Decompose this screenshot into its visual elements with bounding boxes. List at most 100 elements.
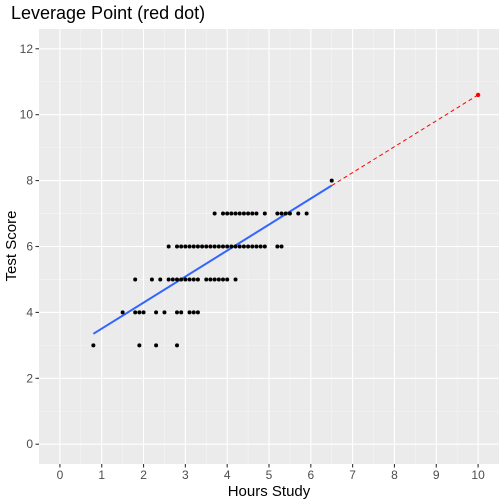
data-point xyxy=(237,211,242,216)
data-point xyxy=(191,244,196,249)
data-point xyxy=(221,277,225,282)
data-point xyxy=(154,343,159,348)
x-tick-label: 7 xyxy=(349,468,356,482)
data-point xyxy=(254,244,259,249)
y-tick-label: 0 xyxy=(26,437,33,451)
grid-major xyxy=(39,29,499,464)
y-tick-label: 8 xyxy=(26,174,33,188)
x-tick-label: 3 xyxy=(182,468,189,482)
axis-ticks xyxy=(35,48,479,468)
data-point xyxy=(233,277,238,282)
data-point xyxy=(287,211,292,216)
data-point xyxy=(187,310,192,315)
data-point xyxy=(187,244,192,249)
y-axis-title: Test Score xyxy=(3,211,20,282)
data-point xyxy=(229,211,234,216)
leverage-fit-line xyxy=(331,94,479,186)
data-points xyxy=(91,92,481,348)
x-tick-label: 0 xyxy=(57,468,64,482)
data-point xyxy=(246,211,251,216)
data-point xyxy=(183,244,188,249)
x-tick-label: 5 xyxy=(266,468,273,482)
data-point xyxy=(212,244,217,249)
data-point xyxy=(204,244,209,249)
data-point xyxy=(166,277,171,282)
data-point xyxy=(254,211,259,216)
data-point xyxy=(133,310,138,315)
data-point xyxy=(304,211,309,216)
y-tick-labels: 0 2 4 6 8 10 12 xyxy=(20,42,34,451)
data-point xyxy=(225,211,230,216)
data-point xyxy=(195,277,200,282)
x-tick-label: 6 xyxy=(307,468,314,482)
data-point xyxy=(200,244,205,249)
data-point xyxy=(262,211,267,216)
x-tick-label: 4 xyxy=(224,468,231,482)
data-point xyxy=(221,244,225,249)
data-point xyxy=(229,244,234,249)
y-tick-label: 4 xyxy=(26,305,33,319)
data-point xyxy=(158,277,163,282)
x-tick-label: 2 xyxy=(140,468,147,482)
x-axis-title: Hours Study xyxy=(228,483,311,500)
data-point xyxy=(183,277,188,282)
data-point xyxy=(175,244,179,249)
data-point xyxy=(187,277,192,282)
data-point xyxy=(154,310,159,315)
fit-lines xyxy=(92,94,479,335)
data-point xyxy=(283,211,288,216)
data-point xyxy=(225,244,230,249)
data-point xyxy=(195,310,200,315)
data-point xyxy=(221,211,225,216)
data-point xyxy=(279,211,284,216)
data-point xyxy=(179,310,184,315)
data-point xyxy=(175,277,179,282)
data-point xyxy=(250,211,255,216)
data-point xyxy=(212,211,217,216)
data-point xyxy=(258,244,263,249)
data-point xyxy=(133,277,138,282)
data-point xyxy=(216,277,221,282)
data-point xyxy=(191,310,196,315)
data-point xyxy=(275,244,280,249)
data-point xyxy=(170,277,175,282)
x-tick-labels: 0 1 2 3 4 5 6 7 8 9 10 xyxy=(57,468,486,482)
y-tick-label: 2 xyxy=(26,371,33,385)
data-point xyxy=(137,343,142,348)
data-point xyxy=(216,244,221,249)
data-point xyxy=(162,310,167,315)
data-point xyxy=(179,244,184,249)
data-point xyxy=(233,211,238,216)
data-point xyxy=(329,178,334,183)
data-point xyxy=(195,244,200,249)
data-point xyxy=(166,244,171,249)
data-point xyxy=(141,310,146,315)
data-point xyxy=(246,244,251,249)
data-point xyxy=(237,244,242,249)
data-point xyxy=(91,343,96,348)
data-point xyxy=(191,277,196,282)
x-tick-label: 9 xyxy=(433,468,440,482)
data-point xyxy=(179,277,184,282)
data-point xyxy=(275,211,280,216)
y-tick-label: 6 xyxy=(26,240,33,254)
data-point xyxy=(137,310,142,315)
y-tick-label: 12 xyxy=(20,42,34,56)
chart-title: Leverage Point (red dot) xyxy=(11,3,205,23)
data-point xyxy=(212,277,217,282)
data-point xyxy=(233,244,238,249)
data-point xyxy=(204,277,209,282)
regression-line xyxy=(92,184,333,335)
data-point xyxy=(149,277,154,282)
data-point xyxy=(250,244,255,249)
data-point xyxy=(208,244,213,249)
data-point xyxy=(279,244,284,249)
data-point xyxy=(175,343,179,348)
data-point xyxy=(241,211,246,216)
data-point xyxy=(208,277,213,282)
data-point xyxy=(241,244,246,249)
leverage-point xyxy=(475,92,481,98)
x-tick-label: 1 xyxy=(98,468,105,482)
data-point xyxy=(262,244,267,249)
